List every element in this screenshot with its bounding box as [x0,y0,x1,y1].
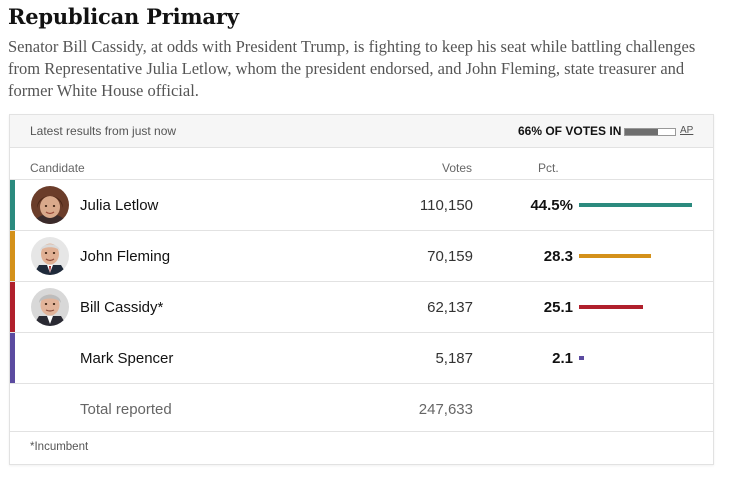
votes-in-progress-fill [625,129,658,135]
candidate-color-stripe [10,333,15,383]
votes-in-label: 66% OF VOTES IN [518,124,622,138]
page-description: Senator Bill Cassidy, at odds with Presi… [8,37,696,100]
candidate-color-stripe [10,282,15,332]
candidate-votes: 110,150 [419,197,473,214]
candidate-row: Bill Cassidy* 62,137 25.1 [10,281,713,332]
incumbent-footnote: *Incumbent [30,441,89,453]
total-row: Total reported 247,633 [10,383,713,434]
candidate-votes: 70,159 [427,248,473,265]
candidate-name: Bill Cassidy* [80,299,164,316]
candidate-name: Julia Letlow [80,197,159,214]
candidate-pct-bar [579,305,643,309]
candidate-name: John Fleming [80,248,171,265]
candidate-color-stripe [10,231,15,281]
candidate-pct: 25.1 [543,299,573,316]
page-title: Republican Primary [8,4,239,29]
candidate-votes: 5,187 [435,350,473,367]
votes-column-header: Votes [442,161,473,175]
footnote-divider [10,431,713,432]
candidate-pct: 2.1 [552,350,573,367]
candidate-pct: 44.5% [530,197,573,214]
votes-in-progress-bar [624,128,676,136]
candidate-pct-bar [579,356,584,360]
candidate-row: Mark Spencer 5,187 2.1 [10,332,713,383]
candidate-photo [31,186,69,224]
candidate-row: Julia Letlow 110,150 44.5% [10,179,713,230]
candidate-pct: 28.3 [543,248,573,265]
pct-column-header: Pct. [538,161,559,175]
results-table: Latest results from just now 66% OF VOTE… [9,114,714,465]
candidate-row: John Fleming 70,159 28.3 [10,230,713,281]
results-status-bar: Latest results from just now 66% OF VOTE… [10,115,713,148]
total-votes: 247,633 [418,401,473,418]
candidate-pct-bar [579,254,651,258]
candidate-color-stripe [10,180,15,230]
total-reported-label: Total reported [80,401,172,418]
candidate-name: Mark Spencer [80,350,174,367]
candidate-pct-bar [579,203,692,207]
candidate-column-header: Candidate [30,161,85,175]
candidate-photo [31,288,69,326]
latest-results-label: Latest results from just now [30,124,177,138]
candidate-votes: 62,137 [427,299,473,316]
ap-source-link[interactable]: AP [680,125,694,136]
candidate-photo [31,237,69,275]
